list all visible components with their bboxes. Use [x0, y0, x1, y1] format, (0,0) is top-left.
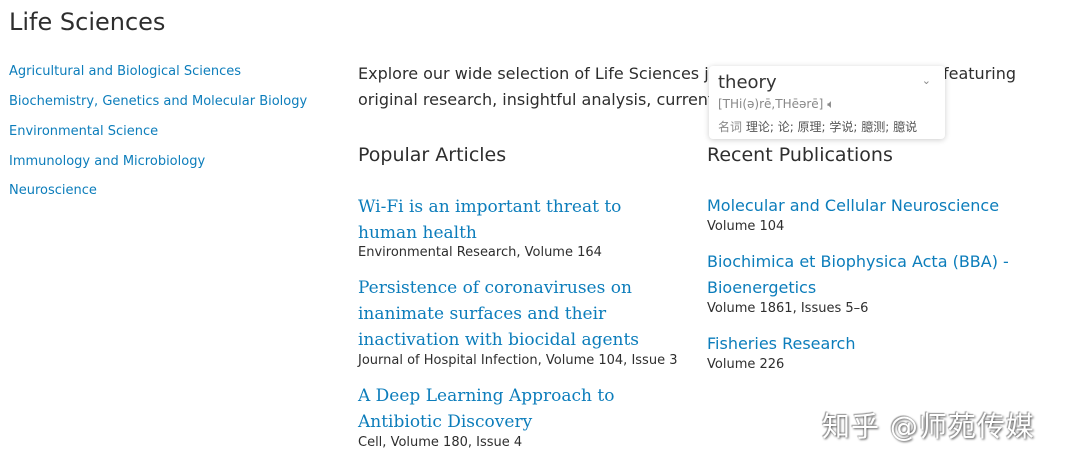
sidebar-item-neuroscience[interactable]: Neuroscience: [9, 183, 97, 198]
recent-publications-heading: Recent Publications: [707, 144, 893, 166]
article-link-wifi[interactable]: Wi-Fi is an important threat to human hea…: [358, 197, 622, 243]
intro-text-line2: original research, insightful analysis, …: [358, 90, 736, 109]
popup-word: theory: [718, 72, 777, 93]
chevron-down-icon[interactable]: ⌄: [921, 74, 931, 87]
sidebar-item-environmental[interactable]: Environmental Science: [9, 124, 159, 139]
popup-definition: 名词 理论; 论; 原理; 学说; 臆测; 臆说: [718, 120, 918, 134]
intro-text-end: featuring: [943, 64, 1017, 83]
article-link-coronavirus[interactable]: Persistence of coronaviruses on inanimate…: [358, 278, 640, 350]
publication-volume: Volume 1861, Issues 5–6: [707, 301, 869, 316]
dictionary-popup: theory ⌄ [THi(ə)rē,THēərē] 🔈︎ 名词 理论; 论; …: [709, 66, 945, 139]
publication-volume: Volume 226: [707, 357, 785, 372]
article-source: Environmental Research, Volume 164: [358, 245, 602, 260]
publication-link[interactable]: Fisheries Research: [707, 334, 856, 353]
article-link-deep-learning[interactable]: A Deep Learning Approach to Antibiotic Di…: [358, 386, 615, 432]
article-source: Journal of Hospital Infection, Volume 10…: [358, 353, 678, 368]
sidebar-item-agricultural[interactable]: Agricultural and Biological Sciences: [9, 64, 242, 79]
popular-articles-heading: Popular Articles: [358, 144, 507, 166]
publication-volume: Volume 104: [707, 219, 785, 234]
speaker-icon[interactable]: 🔈︎: [827, 97, 835, 111]
page-title: Life Sciences: [9, 8, 166, 36]
article-source: Cell, Volume 180, Issue 4: [358, 435, 523, 450]
intro-text-start: Explore our wide selection of Life Scien…: [358, 64, 729, 83]
popup-phonetic: [THi(ə)rē,THēərē] 🔈︎: [718, 97, 835, 111]
sidebar-item-immunology[interactable]: Immunology and Microbiology: [9, 154, 206, 169]
publication-link[interactable]: Molecular and Cellular Neuroscience: [707, 196, 1000, 215]
sidebar-item-biochemistry[interactable]: Biochemistry, Genetics and Molecular Bio…: [9, 94, 308, 109]
watermark: 知乎 @师苑传媒: [822, 410, 1035, 443]
publication-link[interactable]: Biochimica et Biophysica Acta (BBA) - Bio…: [707, 252, 1009, 297]
